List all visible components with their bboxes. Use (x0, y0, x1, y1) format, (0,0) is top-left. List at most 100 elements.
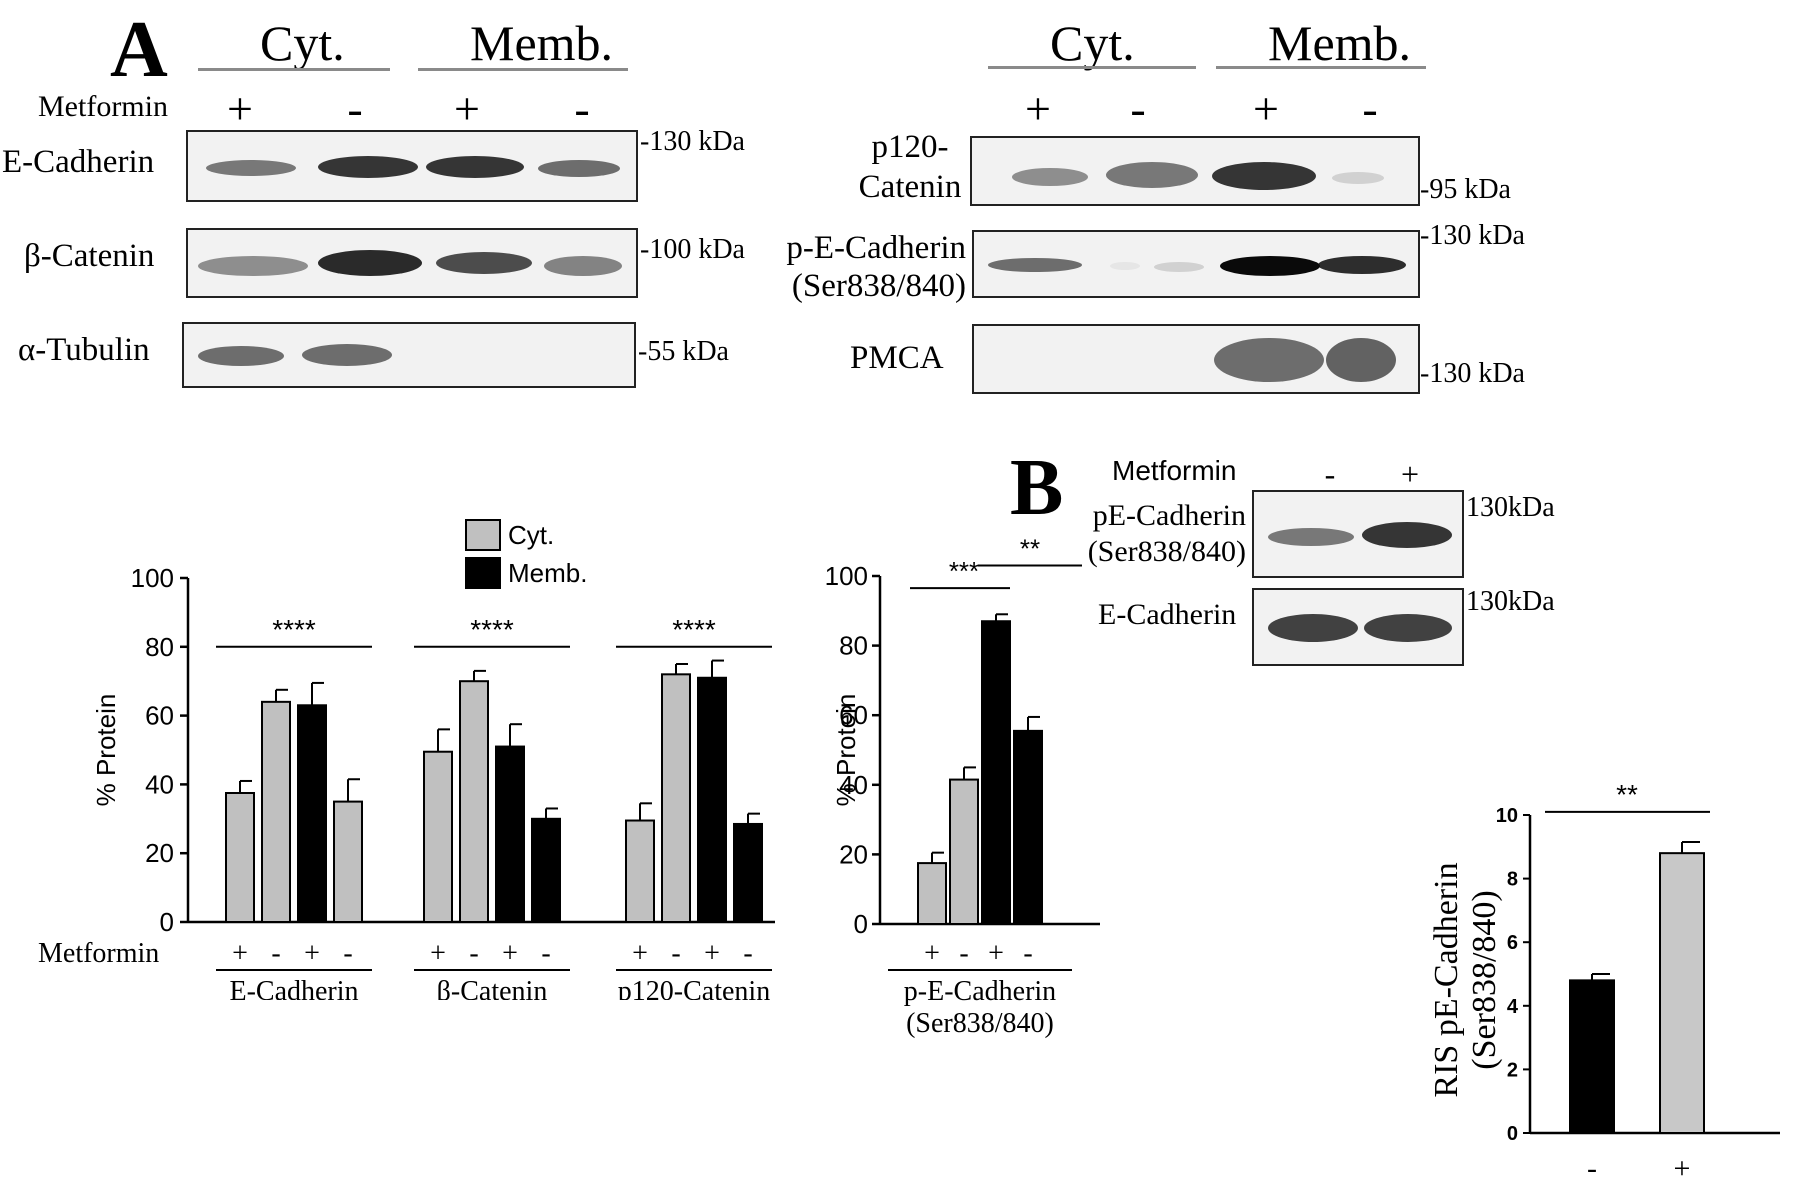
band (544, 256, 622, 276)
y-tick-label: 4 (1507, 996, 1519, 1018)
x-metformin-label: Metformin (38, 938, 159, 969)
y-tick-label: 8 (1507, 869, 1518, 891)
band (1268, 614, 1358, 642)
x-sign: - (1023, 938, 1032, 969)
bar (1013, 729, 1043, 925)
y-tick-label: 100 (131, 563, 174, 593)
marker-55kda-alpha-tubulin: -55 kDa (638, 336, 729, 367)
bar (423, 750, 453, 923)
group-label-line1: p-E-Cadherin (904, 976, 1056, 1007)
y-tick-label: 6 (1507, 932, 1518, 954)
band (1220, 256, 1320, 276)
significance-label: *** (949, 556, 979, 586)
sign-left-3: + (454, 83, 480, 134)
band (206, 160, 296, 176)
band (1154, 262, 1204, 272)
bar (697, 676, 727, 923)
bar (625, 819, 655, 923)
band (1364, 614, 1452, 642)
band (436, 252, 532, 274)
bar (733, 822, 763, 923)
blot-e-cadherin (186, 130, 638, 202)
y-tick-label: 40 (839, 770, 868, 800)
bar (1569, 979, 1615, 1134)
cyt-header-line-left (198, 68, 390, 71)
y-tick-label: 40 (145, 769, 174, 799)
bar (225, 792, 255, 923)
x-sign: + (430, 938, 446, 969)
marker-95kda-p120: -95 kDa (1420, 174, 1511, 205)
bar (1659, 852, 1705, 1134)
row-label-b-e-cadherin: E-Cadherin (1098, 598, 1237, 631)
x-sign: - (271, 938, 280, 969)
y-tick-label: 100 (825, 561, 868, 591)
sign-right-2: - (1130, 83, 1146, 134)
row-label-pecad-line2: (Ser838/840) (791, 267, 966, 304)
y-tick-label: 80 (839, 631, 868, 661)
blot-p-e-cadherin (972, 230, 1420, 298)
y-tick-label: 2 (1507, 1059, 1518, 1081)
row-label-e-cadherin: E-Cadherin (2, 144, 155, 180)
group-label: E-Cadherin (229, 976, 358, 1000)
y-tick-label: 20 (145, 838, 174, 868)
x-sign: - (959, 938, 968, 969)
x-sign: + (1674, 1152, 1691, 1185)
x-sign: - (343, 938, 352, 969)
band (1332, 172, 1384, 184)
significance-label: **** (272, 614, 316, 645)
row-label-beta-catenin: β-Catenin (24, 238, 155, 274)
significance-label: ** (1020, 534, 1040, 564)
bar (531, 817, 561, 923)
blot-alpha-tubulin (182, 322, 636, 388)
marker-130kda-b-pe-cadherin: 130kDa (1466, 492, 1555, 523)
blot-p120-catenin (970, 136, 1420, 206)
band (318, 156, 418, 178)
bar (949, 778, 979, 925)
legend-label-memb: Memb. (508, 558, 587, 588)
marker-130kda-p-e-cadherin: -130 kDa (1420, 220, 1525, 251)
band (1318, 256, 1406, 274)
panel-b-letter: B (1010, 444, 1064, 532)
group-label: β-Catenin (437, 976, 548, 1000)
y-axis-label-line1: RIS pE-Cadherin (1428, 862, 1465, 1097)
memb-header-line-right (1216, 66, 1426, 69)
bar (495, 745, 525, 923)
significance-label: **** (672, 614, 716, 645)
row-label-alpha-tubulin: α-Tubulin (18, 332, 150, 368)
bar (459, 680, 489, 923)
bar (661, 673, 691, 923)
band (988, 258, 1082, 272)
band (198, 346, 284, 366)
marker-130kda-b-e-cadherin: 130kDa (1466, 586, 1555, 617)
blot-beta-catenin (186, 228, 638, 298)
row-label-p120-line1: p120- (871, 129, 949, 165)
bar (297, 704, 327, 923)
legend-label-cyt: Cyt. (508, 520, 554, 550)
y-tick-label: 10 (1496, 805, 1518, 827)
x-sign: + (304, 938, 320, 969)
chart-main-percent-protein: 0 20 40 60 80 100 % Protein Cyt. Memb. Metformin +… (38, 519, 775, 1000)
row-label-pmca: PMCA (850, 340, 944, 376)
cyt-header-line-right (988, 66, 1196, 69)
band (1268, 528, 1354, 546)
significance-label: **** (470, 614, 514, 645)
band (1214, 338, 1324, 382)
blot-pmca (972, 324, 1420, 394)
marker-100kda-beta-catenin: -100 kDa (640, 234, 745, 265)
bar (333, 800, 363, 924)
x-sign: - (1587, 1152, 1597, 1185)
legend-swatch-cyt (465, 519, 501, 551)
group-label-line2: (Ser838/840) (906, 1008, 1054, 1039)
row-label-p120-line2: Catenin (858, 168, 962, 205)
y-axis-label-line2: (Ser838/840) (1466, 890, 1503, 1069)
group-label: p120-Catenin (618, 976, 770, 1000)
row-label-p120-catenin: p120- Catenin (840, 128, 980, 207)
y-tick-label: 60 (145, 701, 174, 731)
cyt-header-left: Cyt. (260, 15, 345, 71)
band (1106, 162, 1198, 188)
y-axis-label: % Protein (91, 694, 121, 807)
band (1110, 262, 1140, 270)
row-label-b-pe-cadherin: pE-Cadherin (Ser838/840) (1060, 498, 1246, 570)
y-tick-label: 0 (1507, 1123, 1518, 1145)
